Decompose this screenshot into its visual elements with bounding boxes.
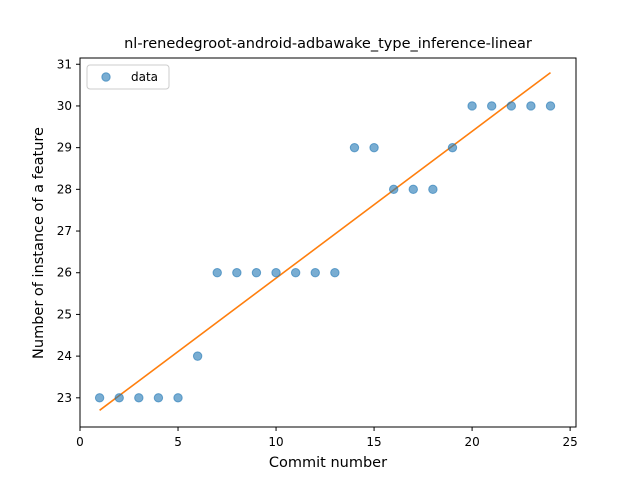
x-axis-label: Commit number (269, 455, 387, 471)
y-tick-label: 26 (57, 266, 72, 280)
y-tick-label: 29 (57, 141, 72, 155)
x-tick-label: 5 (174, 435, 182, 449)
data-point (408, 184, 418, 195)
chart-title: nl-renedegroot-android-adbawake_type_inf… (124, 36, 532, 52)
x-tick-label: 20 (464, 435, 479, 449)
x-tick-label: 10 (268, 435, 283, 449)
data-point (94, 393, 105, 403)
data-point (369, 142, 379, 153)
y-tick-label: 23 (57, 391, 72, 405)
data-point (114, 393, 124, 403)
plot-area (79, 57, 577, 428)
legend-label: data (131, 70, 158, 84)
data-point (428, 184, 438, 195)
data-point (330, 268, 340, 278)
legend-box (86, 64, 170, 90)
y-axis-label: Number of instance of a feature (31, 127, 47, 359)
data-point (447, 142, 458, 153)
data-point (251, 268, 262, 278)
legend-marker (101, 72, 111, 82)
data-point (486, 101, 497, 111)
data-point (192, 351, 203, 361)
data-point (290, 268, 301, 278)
data-point (134, 393, 144, 403)
data-point (212, 268, 222, 278)
data-point (271, 268, 281, 278)
y-tick-label: 31 (57, 57, 72, 71)
data-point (173, 393, 183, 403)
fit-line (99, 71, 551, 411)
data-point (506, 101, 517, 111)
legend: data (86, 64, 170, 90)
y-tick-label: 24 (57, 349, 72, 363)
axes-frame (79, 57, 577, 428)
y-tick-label: 25 (57, 307, 72, 321)
data-point (388, 184, 399, 195)
data-point (467, 101, 477, 111)
data-point (153, 393, 164, 403)
y-axis-ticks: 23 24 25 26 27 28 29 30 31 (57, 57, 80, 405)
data-point (232, 268, 242, 278)
data-point (526, 101, 536, 111)
data-point (310, 268, 320, 278)
data-point (349, 142, 360, 153)
x-tick-label: 0 (76, 435, 84, 449)
x-axis-ticks: 0 5 10 15 20 25 (76, 427, 578, 449)
y-tick-label: 30 (57, 99, 72, 113)
data-point (545, 101, 556, 111)
y-tick-label: 27 (57, 224, 72, 238)
x-tick-label: 25 (562, 435, 577, 449)
y-tick-label: 28 (57, 182, 72, 196)
x-tick-label: 15 (366, 435, 381, 449)
